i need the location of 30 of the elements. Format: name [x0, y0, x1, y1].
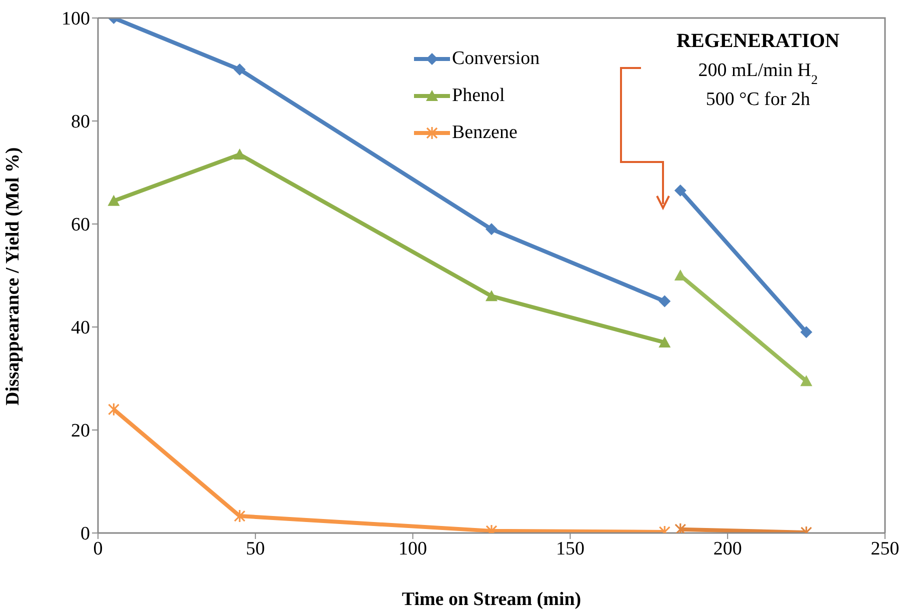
annotation: REGENERATION: [676, 30, 840, 52]
x-tick-label: 50: [246, 538, 265, 560]
x-tick-label: 100: [398, 538, 428, 560]
point: [658, 336, 671, 348]
x-tick-label: 200: [713, 538, 742, 560]
y-tick-label: 100: [62, 8, 90, 30]
point: [674, 184, 686, 197]
annotation: 200 mL/min H$_{2}$: [698, 60, 818, 86]
legend-label: Benzene: [452, 122, 518, 144]
annotation: 500 °C for 2h: [706, 89, 811, 110]
y-tick-label: 60: [71, 214, 90, 236]
point: [658, 295, 671, 308]
point: [800, 326, 812, 338]
point: [234, 64, 246, 76]
y-axis-title: Dissappearance / Yield (Mol %): [2, 147, 24, 406]
y-tick-label: 20: [71, 420, 90, 442]
point: [234, 148, 246, 160]
legend-label: Phenol: [452, 84, 505, 106]
x-tick-label: 0: [93, 538, 103, 560]
point: [108, 194, 120, 206]
y-tick-label: 40: [71, 318, 90, 339]
x-tick-label: 150: [556, 538, 584, 560]
point: [486, 223, 498, 236]
legend-label: Conversion: [452, 48, 540, 70]
x-axis-title: Time on Stream (min): [402, 589, 582, 610]
point: [108, 402, 120, 416]
y-tick-label: 0: [80, 524, 90, 545]
x-tick-label: 250: [870, 538, 900, 560]
point: [486, 290, 498, 302]
y-tick-label: 80: [71, 112, 90, 133]
